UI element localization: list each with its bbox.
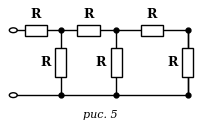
Text: R: R: [95, 56, 105, 69]
FancyBboxPatch shape: [110, 48, 121, 77]
FancyBboxPatch shape: [181, 48, 192, 77]
Text: R: R: [166, 56, 176, 69]
FancyBboxPatch shape: [140, 25, 163, 36]
Text: R: R: [83, 8, 93, 21]
Text: R: R: [40, 56, 50, 69]
Text: R: R: [146, 8, 156, 21]
FancyBboxPatch shape: [77, 25, 100, 36]
Text: рис. 5: рис. 5: [83, 110, 117, 120]
Text: R: R: [31, 8, 41, 21]
FancyBboxPatch shape: [55, 48, 66, 77]
FancyBboxPatch shape: [25, 25, 47, 36]
